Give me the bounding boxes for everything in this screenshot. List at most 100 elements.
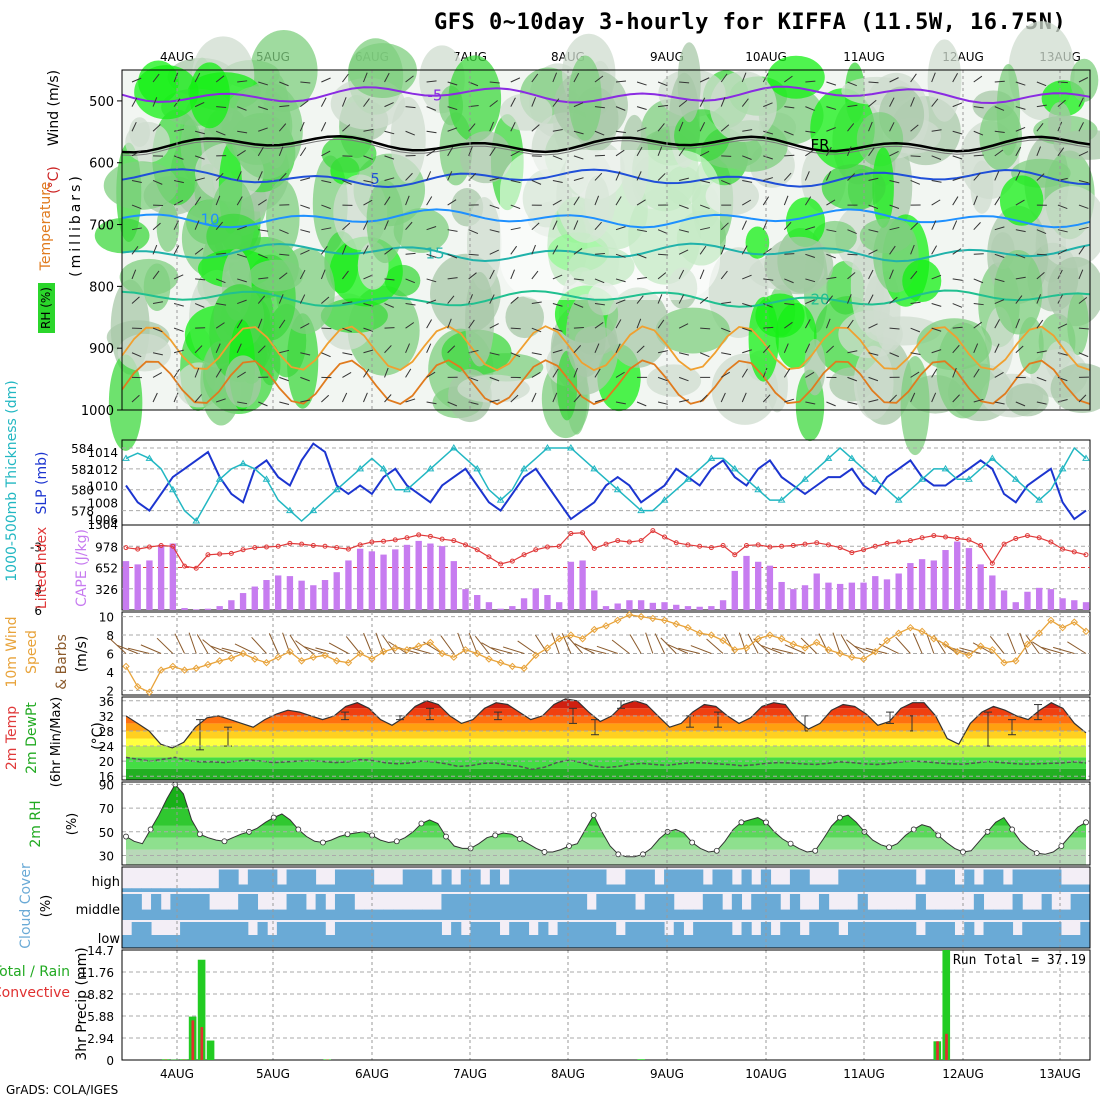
precip-total-bar — [637, 1059, 646, 1060]
cloud-cover-bar — [393, 922, 404, 948]
slp-tick-label: 1008 — [87, 496, 118, 510]
wind-barb — [615, 401, 626, 405]
cloud-cover-bar — [1080, 922, 1091, 948]
run-total-label: Run Total = 37.19 — [953, 953, 1086, 968]
wind-barb — [573, 155, 584, 160]
wind-barb — [1015, 199, 1025, 206]
wind-barb — [994, 401, 1005, 405]
precip-conv-label: Convective — [0, 985, 70, 1001]
wind-barb — [678, 121, 684, 132]
wind-barb — [826, 106, 837, 110]
grads-credit: GrADS: COLA/IGES — [6, 1083, 119, 1097]
wind-barb — [994, 106, 1005, 111]
cloud-cover-bar — [538, 869, 549, 892]
wind-barb — [994, 80, 1005, 83]
wind-barb — [237, 278, 247, 283]
wind-barb — [784, 253, 795, 255]
wind-barb — [636, 277, 648, 280]
wind-barb — [826, 345, 835, 354]
wind-barb — [173, 274, 184, 280]
cape-bar — [755, 561, 762, 610]
wind-barb — [826, 229, 837, 233]
wind-barb — [699, 97, 706, 107]
lifted-index-marker — [907, 538, 913, 544]
isotherm-label: -5 — [428, 87, 443, 105]
wind-barb — [1057, 204, 1068, 210]
cape-bar — [954, 541, 961, 610]
wind-barb — [237, 401, 248, 405]
lifted-index-marker — [509, 558, 515, 564]
lifted-index-marker — [146, 544, 152, 550]
wind-barb — [994, 319, 1000, 329]
lifted-tick-label: 0 — [34, 562, 42, 576]
rh-shading-cell — [1067, 292, 1089, 356]
wind-barb — [405, 130, 415, 136]
rh-shading-cell — [767, 55, 825, 99]
wind-speed-marker — [918, 627, 926, 636]
cloud-cover-bar — [935, 922, 946, 948]
cloud-cover-bar — [286, 894, 297, 920]
wind-barb — [721, 301, 732, 305]
wind-barb — [258, 127, 268, 132]
rh-shading-cell — [821, 164, 886, 211]
cloud-tick-label: low — [98, 932, 121, 947]
cloud-cover-bar — [964, 869, 975, 892]
cloud-cover-bar — [954, 935, 965, 948]
wind-axis-label: Wind (m/s) — [46, 70, 62, 146]
wind-speed-marker — [731, 646, 739, 654]
cloud-cover-bar — [576, 894, 588, 920]
wind-barb — [173, 199, 184, 206]
wind-barb — [594, 278, 605, 284]
wind-barb — [847, 272, 856, 280]
wind-barb — [910, 270, 918, 280]
wind-barb — [300, 229, 311, 233]
cloud-cover-bar — [770, 935, 781, 948]
wind-barb — [405, 322, 415, 329]
cloud-cover-bar — [615, 884, 626, 892]
wind-barb — [959, 647, 981, 654]
wind-speed-marker — [333, 657, 341, 665]
cloud-cover-bar — [576, 869, 588, 892]
wind-speed-marker — [1000, 659, 1008, 667]
wind-barb — [847, 81, 857, 87]
wind-barb — [594, 195, 600, 206]
wind-barb — [152, 352, 163, 356]
wind-barb — [594, 322, 604, 329]
wind-barb — [910, 327, 921, 333]
rh-marker — [147, 826, 154, 833]
cape-bar — [485, 602, 493, 610]
wind-speed-marker — [871, 647, 879, 656]
wind-barb — [257, 199, 267, 206]
dry-region — [500, 150, 720, 300]
cape-bar — [310, 585, 317, 610]
wind-barb — [531, 371, 541, 378]
cloud-cover-bar — [189, 922, 200, 948]
cloud-cover-bar — [712, 869, 723, 892]
wind-barb — [531, 392, 537, 403]
cloud-cover-bar — [576, 922, 588, 948]
date-label-bottom: 13AUG — [1039, 1067, 1081, 1081]
wind-speed-marker — [379, 647, 388, 656]
temp-color-band — [126, 723, 1086, 731]
wind-barb — [771, 647, 794, 654]
wind-barb — [551, 632, 560, 654]
temp-color-band — [126, 698, 1086, 709]
thickness-marker — [239, 459, 247, 467]
wind-barb — [889, 77, 899, 83]
cloud-cover-bar — [944, 869, 955, 892]
isotherm-line — [121, 85, 1091, 105]
wind-barb — [531, 222, 540, 231]
wind-barb — [384, 327, 395, 329]
wind-barb — [321, 352, 331, 358]
wind-barb — [678, 647, 700, 654]
cloud-cover-bar — [702, 884, 713, 892]
cloud-cover-bar — [1002, 922, 1014, 948]
cape-bar — [708, 606, 715, 610]
cape-bar — [509, 606, 516, 610]
cape-bar — [942, 550, 949, 610]
wind-barb — [762, 220, 768, 230]
cape-bar — [438, 546, 446, 610]
wind-barb — [678, 294, 685, 304]
wind-barb — [657, 350, 668, 354]
wind-barb — [1036, 253, 1047, 256]
